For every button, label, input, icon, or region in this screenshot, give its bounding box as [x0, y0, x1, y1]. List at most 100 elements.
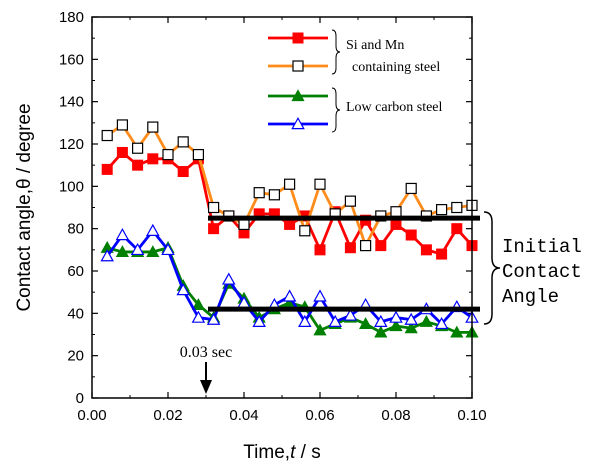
arrow-head	[200, 380, 212, 394]
si-mn-filled-series-point	[405, 229, 417, 241]
low-carbon-filled-series-point	[404, 321, 418, 334]
low-carbon-open-series-point	[434, 316, 449, 330]
si-mn-filled-series-point	[314, 244, 326, 256]
low-carbon-open-series-point	[313, 289, 327, 302]
x-tick-label: 0.10	[457, 407, 486, 424]
legend-brace	[331, 29, 341, 75]
low-carbon-open-series-point	[374, 314, 388, 327]
low-carbon-open-series-point	[222, 272, 236, 285]
si-mn-open-series-point	[390, 206, 402, 218]
y-tick-label: 40	[67, 305, 84, 322]
si-mn-open-series-point	[253, 187, 265, 199]
si-mn-open-series-point	[101, 129, 113, 142]
si-mn-open-series-point	[268, 189, 280, 201]
x-tick-label: 0.04	[229, 407, 258, 424]
y-axis-title: Contact angle,θ / degree	[14, 103, 35, 311]
low-carbon-open-series-point	[176, 283, 190, 296]
si-mn-open-series-point	[436, 204, 448, 216]
si-mn-filled-series-point	[344, 242, 356, 254]
si-mn-open-series-point	[284, 178, 296, 190]
legend-label-si-mn-line2: containing steel	[352, 60, 440, 75]
low-carbon-open-series-point	[298, 314, 312, 327]
x-tick-label: 0.02	[153, 407, 182, 424]
low-carbon-filled-series-point	[359, 317, 373, 330]
low-carbon-open-series-point	[191, 310, 206, 323]
x-tick-label: 0.06	[305, 407, 334, 424]
low-carbon-open-series-point	[404, 312, 418, 325]
si-mn-filled-series-point	[375, 240, 387, 252]
legend-marker	[292, 32, 304, 44]
y-tick-label: 80	[67, 221, 84, 238]
si-mn-open-series-point	[344, 195, 356, 207]
y-tick-label: 180	[59, 9, 84, 26]
si-mn-open-series-point	[299, 225, 311, 237]
brace-label-line1: Initial	[502, 236, 582, 258]
si-mn-filled-series-point	[101, 163, 113, 175]
si-mn-open-series-point	[132, 142, 144, 154]
si-mn-filled-series-point	[451, 223, 463, 235]
si-mn-filled-series-point	[436, 248, 448, 260]
legend-brace	[331, 87, 341, 133]
y-tick-label: 0	[76, 390, 84, 407]
low-carbon-open-series-point	[343, 308, 358, 321]
si-mn-open-series-point	[451, 201, 463, 214]
si-mn-filled-series-point	[390, 218, 402, 230]
y-tick-label: 60	[67, 263, 84, 280]
si-mn-filled-series-point	[208, 223, 220, 235]
low-carbon-open-series-point	[328, 314, 342, 327]
x-axis-title-variable: t	[290, 442, 296, 463]
si-mn-filled-series-point	[132, 159, 144, 171]
low-carbon-open-series-point	[115, 228, 130, 241]
si-mn-filled-series-point	[420, 244, 432, 256]
x-tick-label: 0.08	[381, 407, 410, 424]
low-carbon-open-series-point	[146, 223, 160, 236]
si-mn-open-series-point	[314, 178, 326, 190]
si-mn-open-series-point	[405, 182, 417, 195]
low-carbon-filled-series-point	[146, 245, 160, 258]
si-mn-open-series-point	[162, 148, 174, 161]
brace-label-line3: Angle	[502, 286, 559, 308]
si-mn-open-series-point	[360, 240, 372, 252]
low-carbon-filled-series-point	[313, 323, 327, 336]
legend-label-si-mn-line1: Si and Mn	[346, 38, 404, 53]
si-mn-filled-series-point	[116, 146, 128, 158]
y-tick-label: 20	[67, 348, 84, 365]
x-axis-title-prefix: Time,	[243, 442, 290, 463]
si-mn-open-series-point	[177, 136, 189, 148]
low-carbon-open-series-point	[161, 242, 175, 256]
arrow-label: 0.03 sec	[180, 344, 232, 361]
si-mn-filled-series-point	[177, 166, 189, 178]
y-tick-label: 120	[59, 136, 84, 153]
brace-label-line2: Contact	[502, 261, 582, 283]
low-carbon-open-series-point	[389, 310, 403, 323]
x-axis-title-suffix: / s	[295, 442, 320, 463]
legend-marker	[291, 89, 305, 102]
low-carbon-filled-series-point	[191, 298, 205, 310]
x-tick-label: 0.00	[77, 407, 106, 424]
low-carbon-open-series-point	[100, 249, 114, 262]
si-mn-open-series-point	[147, 121, 159, 133]
low-carbon-open-series-point	[252, 314, 266, 327]
si-mn-open-series-point	[116, 119, 129, 131]
legend-marker	[292, 60, 304, 72]
y-tick-label: 140	[59, 94, 84, 111]
si-mn-filled-series-point	[284, 218, 296, 230]
initial-angle-brace	[483, 211, 501, 325]
si-mn-open-series-point	[238, 218, 250, 231]
legend-label-low-carbon: Low carbon steel	[346, 100, 443, 115]
si-mn-open-series-point	[192, 148, 204, 161]
low-carbon-filled-series-point	[450, 325, 464, 338]
x-axis-title: Time,t / s	[243, 442, 320, 463]
plot-frame	[91, 16, 473, 399]
tick-labels: 0 20 40 60 80 100 120 140 160 180 0.00 0.02 0.04 0.06…	[59, 9, 487, 424]
low-carbon-filled-series-point	[374, 325, 388, 338]
y-tick-label: 100	[59, 178, 84, 195]
low-carbon-open-series-point	[130, 242, 145, 256]
low-carbon-open-series-point	[206, 312, 221, 325]
low-carbon-open-series-point	[282, 289, 297, 302]
low-carbon-filled-series-point	[419, 315, 433, 327]
y-tick-label: 160	[59, 51, 84, 68]
si-mn-open-series-point	[208, 201, 220, 214]
low-carbon-filled-series-point	[115, 245, 129, 258]
